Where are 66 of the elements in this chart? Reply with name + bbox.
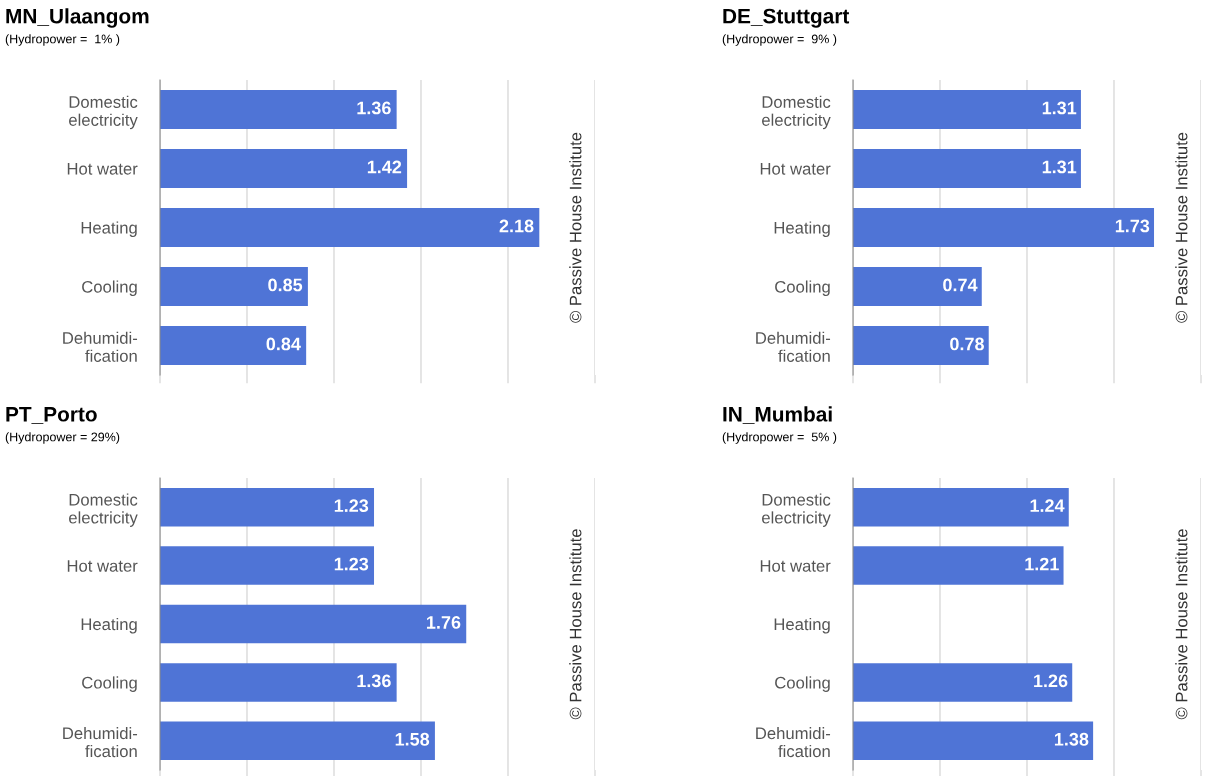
chart-title: PT_Porto — [6, 407, 97, 424]
chart-subtitle: (Hydropower = 29%) — [5, 432, 120, 444]
chart-title: DE_Stuttgart — [723, 8, 850, 28]
bar — [160, 326, 307, 365]
data-label: 1.73 — [1115, 219, 1150, 233]
y-tick-label: Cooling — [82, 676, 137, 692]
annotation: © Passive House Institute — [1175, 132, 1188, 323]
y-tick-label: Heating — [774, 221, 830, 237]
data-label: 1.58 — [395, 732, 430, 746]
data-label: 1.36 — [357, 674, 391, 688]
y-tick-label: Cooling — [775, 676, 830, 692]
data-label: 1.23 — [334, 499, 369, 513]
annotation: © Passive House Institute — [1175, 529, 1188, 720]
y-tick-label: Dehumidi- fication — [756, 331, 831, 362]
bar — [160, 604, 467, 644]
bar — [853, 208, 1155, 247]
data-label: 0.84 — [266, 337, 301, 351]
annotation: © Passive House Institute — [569, 132, 582, 323]
chart-subtitle: (Hydropower = 5% ) — [722, 432, 837, 444]
bar — [160, 487, 375, 527]
data-label: 1.24 — [1030, 499, 1065, 512]
chart-title: IN_Mumbai — [723, 406, 832, 424]
data-label: 0.85 — [268, 278, 303, 292]
data-label: 1.31 — [1042, 160, 1077, 174]
y-tick-label: Hot water — [67, 560, 138, 572]
y-tick-label: Domestic electricity — [762, 493, 831, 527]
y-tick-label: Domestic electricity — [69, 95, 138, 130]
y-tick-label: Hot water — [67, 163, 138, 175]
y-tick-label: Heating — [774, 617, 830, 634]
chart-subtitle: (Hydropower = 9% ) — [722, 34, 837, 46]
data-label: 0.78 — [950, 337, 984, 351]
data-label: 1.36 — [357, 101, 391, 115]
y-tick-label: Heating — [81, 221, 137, 237]
y-tick-label: Domestic electricity — [69, 493, 138, 527]
bar — [853, 90, 1081, 129]
data-label: 1.76 — [427, 616, 461, 629]
y-tick-label: Heating — [81, 617, 137, 634]
y-tick-label: Cooling — [775, 280, 830, 296]
bar — [853, 267, 982, 306]
data-label: 0.74 — [943, 278, 978, 292]
chart-title: MN_Ulaangom — [6, 8, 149, 28]
bar — [160, 721, 435, 761]
bar — [853, 326, 989, 365]
annotation: © Passive House Institute — [569, 529, 582, 720]
bar — [853, 149, 1081, 188]
y-tick-label: Hot water — [760, 560, 831, 572]
y-tick-label: Dehumidi- fication — [63, 726, 138, 758]
bar — [160, 149, 408, 188]
bar — [160, 90, 397, 129]
data-label: 1.26 — [1034, 674, 1068, 688]
bar — [160, 663, 397, 702]
y-tick-label: Dehumidi- fication — [63, 331, 138, 362]
bar — [160, 546, 375, 585]
y-tick-label: Domestic electricity — [762, 95, 831, 130]
data-label: 1.21 — [1025, 557, 1059, 571]
y-tick-label: Hot water — [760, 163, 831, 175]
data-label: 1.38 — [1054, 732, 1089, 746]
bar — [160, 208, 540, 247]
data-label: 2.18 — [499, 219, 534, 233]
chart-subtitle: (Hydropower = 1% ) — [5, 34, 120, 46]
y-tick-label: Cooling — [82, 280, 137, 296]
data-label: 1.31 — [1042, 101, 1077, 115]
data-label: 1.42 — [367, 160, 402, 174]
bar — [160, 267, 308, 306]
data-label: 1.23 — [334, 557, 369, 571]
y-tick-label: Dehumidi- fication — [756, 726, 831, 758]
